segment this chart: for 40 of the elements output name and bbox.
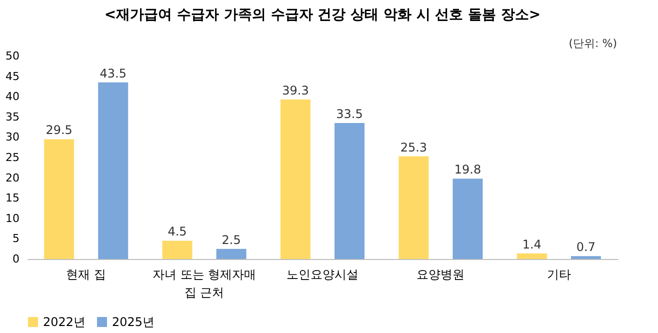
y-tick-label: 50 [6,50,20,62]
y-tick-label: 35 [6,110,20,124]
bar [452,178,483,259]
y-tick-label: 15 [6,192,20,205]
bar [516,253,547,259]
x-tick-label: 노인요양시설 [286,268,358,282]
x-tick-label: 기타 [546,268,571,282]
bar [98,82,128,259]
data-label: 29.5 [46,123,72,138]
data-label: 33.5 [336,106,363,121]
data-label: 1.4 [522,237,542,252]
bar [216,248,246,259]
y-tick-label: 45 [6,70,20,83]
bar [44,139,74,259]
bar [398,156,429,259]
data-label: 4.5 [168,224,187,239]
bar [334,122,365,259]
data-label: 39.3 [282,83,309,98]
bar [162,240,192,259]
legend-label: 2025년 [112,315,155,329]
y-tick-label: 20 [6,171,20,184]
data-label: 2.5 [222,232,241,247]
data-label: 19.8 [454,162,482,177]
x-tick-label: 요양병원 [416,268,465,282]
legend-label: 2022년 [43,315,86,329]
data-label: 0.7 [576,240,596,254]
y-tick-label: 5 [12,232,20,246]
chart-title: <재가급여 수급자 가족의 수급자 건강 상태 악화 시 선호 돌봄 장소> [104,7,541,23]
y-tick-label: 25 [6,151,20,164]
y-tick-label: 30 [6,130,20,144]
x-tick-label: 자녀 또는 형제자매 집 근처 [152,268,256,300]
y-tick-label: 40 [6,90,20,104]
bar [570,256,601,259]
y-tick-label: 0 [12,252,20,266]
text: (단위: %) [568,37,617,50]
data-label: 25.3 [400,140,428,154]
x-tick-label: 현재 집 [66,268,106,282]
data-label: 43.5 [100,66,126,80]
y-tick-label: 10 [6,212,20,225]
bar [280,99,310,259]
